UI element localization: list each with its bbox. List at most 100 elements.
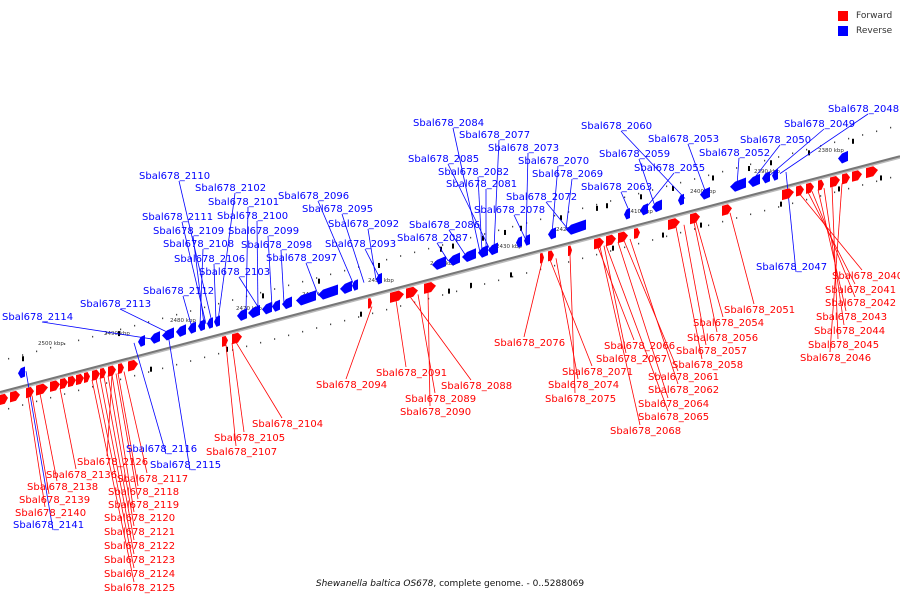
lower-dot	[764, 209, 766, 212]
leader-line	[25, 371, 54, 531]
leader-line	[447, 163, 491, 250]
upper-dot	[274, 288, 276, 290]
upper-dot	[232, 299, 234, 301]
leader-line	[245, 206, 249, 314]
reverse-gene	[678, 193, 684, 206]
forward-gene	[424, 282, 436, 294]
forward-gene	[690, 212, 700, 225]
reverse-gene	[462, 248, 476, 262]
upper-dot	[652, 189, 654, 191]
upper-dot	[764, 159, 766, 162]
lower-dot	[876, 180, 878, 183]
reverse-gene	[138, 335, 145, 347]
lower-dot	[834, 191, 836, 194]
gene-label: Sbal678_2118	[108, 487, 179, 498]
leader-line	[39, 393, 58, 482]
upper-dot	[120, 328, 122, 331]
leader-line	[729, 212, 755, 305]
track-marker	[700, 222, 702, 228]
gene-label: Sbal678_2098	[241, 240, 312, 251]
lower-dot	[288, 334, 290, 337]
track-marker	[482, 235, 484, 241]
forward-gene	[76, 373, 84, 386]
upper-dot	[848, 137, 850, 140]
upper-dot	[722, 170, 724, 173]
reverse-gene	[640, 203, 648, 216]
leader-line	[231, 343, 245, 433]
lower-dot	[638, 242, 640, 245]
lower-dot	[78, 389, 80, 392]
track-marker	[470, 282, 472, 288]
upper-dot	[708, 174, 710, 177]
track-marker	[748, 166, 750, 172]
leader-line	[341, 213, 365, 283]
gene-label: Sbal678_2105	[214, 433, 285, 444]
upper-dot	[36, 350, 38, 353]
lower-dot	[176, 363, 178, 366]
gene-label: Sbal678_2106	[174, 254, 245, 265]
upper-dot	[428, 247, 430, 250]
track-marker	[662, 232, 664, 238]
gene-label: Sbal678_2049	[784, 119, 855, 130]
leader-line	[549, 259, 593, 367]
upper-dot	[834, 141, 836, 144]
reverse-gene	[198, 319, 205, 332]
forward-gene	[232, 332, 242, 345]
leader-line	[119, 308, 171, 334]
forward-gene	[368, 297, 372, 309]
lower-dot	[890, 176, 892, 179]
gene-label: Sbal678_2141	[13, 520, 84, 531]
leader-line	[523, 261, 543, 338]
gene-label: Sbal678_2088	[441, 381, 512, 392]
gene-label: Sbal678_2070	[518, 156, 589, 167]
reverse-gene	[248, 304, 260, 319]
gene-label: Sbal678_2071	[562, 367, 633, 378]
track-marker	[150, 366, 152, 372]
track-marker	[596, 205, 598, 211]
upper-dot	[736, 167, 738, 169]
gene-label: Sbal678_2111	[142, 212, 213, 223]
leader-line	[452, 127, 481, 253]
gene-label: Sbal678_2086	[409, 220, 480, 231]
forward-gene	[806, 182, 814, 194]
leader-line	[106, 374, 113, 457]
leader-line	[95, 378, 135, 569]
gene-label: Sbal678_2107	[206, 447, 277, 458]
forward-gene	[782, 188, 794, 201]
upper-dot	[78, 339, 80, 342]
gene-label: Sbal678_2093	[325, 239, 396, 250]
upper-dot	[596, 203, 598, 206]
gene-label: Sbal678_2045	[808, 340, 879, 351]
upper-dot	[190, 310, 192, 312]
lower-dot	[260, 341, 262, 344]
leader-line	[225, 344, 237, 447]
upper-dot	[554, 214, 556, 217]
gene-label: Sbal678_2126	[77, 457, 148, 468]
forward-gene	[594, 237, 604, 250]
gene-label: Sbal678_2084	[413, 118, 484, 129]
upper-dot	[414, 251, 416, 254]
gene-label: Sbal678_2074	[548, 380, 619, 391]
leader-line	[111, 374, 135, 513]
track-marker	[520, 225, 522, 231]
leader-line	[192, 235, 205, 325]
gene-label: Sbal678_2076	[494, 338, 565, 349]
reverse-gene	[516, 236, 522, 248]
leader-line	[427, 291, 431, 407]
lower-dot	[708, 224, 710, 227]
leader-line	[623, 240, 679, 372]
gene-label: Sbal678_2042	[825, 298, 896, 309]
upper-dot	[148, 321, 150, 323]
reverse-gene	[700, 186, 710, 200]
gene-label: Sbal678_2043	[816, 312, 887, 323]
forward-gene	[568, 245, 572, 257]
leader-line	[599, 246, 641, 426]
upper-dot	[666, 185, 668, 188]
gene-label: Sbal678_2138	[27, 482, 98, 493]
leader-line	[693, 222, 718, 333]
track-marker	[838, 186, 840, 192]
upper-dot	[344, 269, 346, 272]
track-marker	[606, 203, 608, 209]
lower-dot	[92, 385, 94, 388]
upper-dot	[624, 196, 626, 199]
